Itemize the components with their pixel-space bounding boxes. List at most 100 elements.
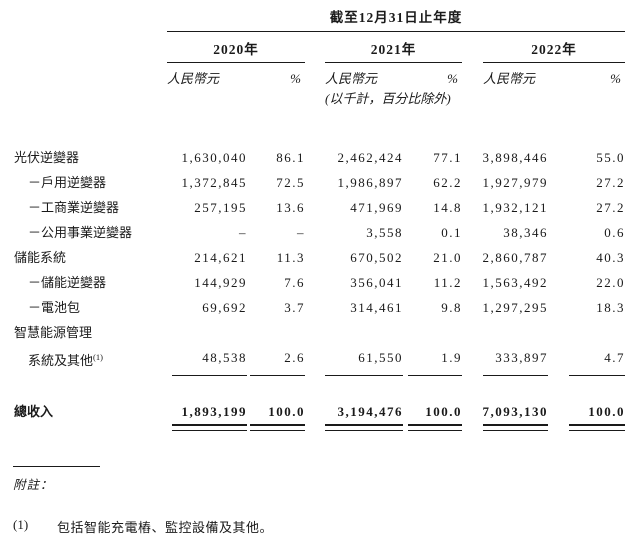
currency-label-2022: 人民幣元 [483, 71, 536, 86]
double-rule-line [569, 424, 625, 431]
row-label: －戶用逆變器 [28, 175, 107, 190]
table-row: 智慧能源管理 [14, 320, 634, 345]
double-rule-line [250, 424, 305, 431]
year-2022-header: 2022年 [483, 32, 625, 63]
cell-2021-pct: 9.8 [441, 300, 462, 315]
cell-2022-pct: 4.7 [604, 350, 625, 365]
rule-line [250, 375, 305, 376]
cell-2021-pct: 11.2 [433, 275, 462, 290]
cell-2021-amount: 670,502 [350, 250, 403, 265]
cell-2022-pct: 55.0 [596, 150, 625, 165]
cell-2022-amount: 1,932,121 [482, 200, 548, 215]
total-2022-amount: 7,093,130 [482, 404, 548, 419]
footnotes-title: 附註： [13, 478, 54, 492]
cell-2020-amount: 214,621 [194, 250, 247, 265]
cell-2021-amount: 3,558 [366, 225, 403, 240]
cell-2021-amount: 61,550 [358, 350, 403, 365]
rule-line [408, 375, 462, 376]
table-row: 儲能系統 214,621 11.3 670,502 21.0 2,860,787… [14, 245, 634, 270]
cell-2021-amount: 356,041 [350, 275, 403, 290]
row-label: 儲能系統 [14, 250, 67, 265]
table-body: 光伏逆變器 1,630,040 86.1 2,462,424 77.1 3,89… [0, 145, 634, 433]
cell-2020-pct: – [297, 225, 305, 240]
cell-2022-pct: 27.2 [596, 175, 625, 190]
year-header-row: 2020年 2021年 2022年 [14, 32, 634, 63]
cell-2022-pct: 0.6 [604, 225, 625, 240]
cell-2021-pct: 14.8 [433, 200, 462, 215]
total-2020-amount: 1,893,199 [181, 404, 247, 419]
total-2022-pct: 100.0 [588, 404, 625, 419]
cell-2022-pct: 18.3 [596, 300, 625, 315]
row-label: －儲能逆變器 [28, 275, 107, 290]
table-row: －工商業逆變器 257,195 13.6 471,969 14.8 1,932,… [14, 195, 634, 220]
cell-2020-amount: 69,692 [202, 300, 247, 315]
cell-2020-amount: 48,538 [202, 350, 247, 365]
cell-2021-amount: 314,461 [350, 300, 403, 315]
cell-2022-pct: 22.0 [596, 275, 625, 290]
footnote-divider [13, 466, 100, 467]
cell-2021-pct: 21.0 [433, 250, 462, 265]
footnote-reference: (1) [93, 352, 103, 362]
cell-2020-amount: 257,195 [194, 200, 247, 215]
double-rule-line [325, 424, 403, 431]
cell-2020-amount: 1,630,040 [181, 150, 247, 165]
cell-2022-amount: 333,897 [495, 350, 548, 365]
column-subheader-row: 人民幣元 % 人民幣元 % 人民幣元 % [14, 63, 634, 87]
row-label: 智慧能源管理 [14, 325, 93, 340]
cell-2021-amount: 2,462,424 [337, 150, 403, 165]
cell-2020-pct: 13.6 [276, 200, 305, 215]
row-label: －電池包 [28, 300, 81, 315]
year-2020-header: 2020年 [167, 32, 305, 63]
cell-2021-amount: 471,969 [350, 200, 403, 215]
cell-2020-pct: 2.6 [284, 350, 305, 365]
rule-line [325, 375, 403, 376]
cell-2020-amount: 1,372,845 [181, 175, 247, 190]
cell-2021-pct: 0.1 [441, 225, 462, 240]
period-header-row: 截至12月31日止年度 [14, 6, 634, 32]
cell-2021-pct: 1.9 [441, 350, 462, 365]
cell-2020-amount: – [239, 225, 247, 240]
cell-2022-amount: 1,563,492 [482, 275, 548, 290]
table-row: 系統及其他(1) 48,538 2.6 61,550 1.9 333,897 4… [14, 345, 634, 370]
cell-2022-amount: 2,860,787 [482, 250, 548, 265]
table-row: －戶用逆變器 1,372,845 72.5 1,986,897 62.2 1,9… [14, 170, 634, 195]
rule-line [172, 375, 247, 376]
cell-2022-amount: 3,898,446 [482, 150, 548, 165]
table-row: －電池包 69,692 3.7 314,461 9.8 1,297,295 18… [14, 295, 634, 320]
footnote-text: 包括智能充電樁、監控設備及其他。 [57, 520, 274, 535]
rule-line [483, 375, 548, 376]
total-double-rule-row [14, 424, 634, 433]
table-row: －公用事業逆變器 – – 3,558 0.1 38,346 0.6 [14, 220, 634, 245]
cell-2021-amount: 1,986,897 [337, 175, 403, 190]
cell-2022-amount: 1,297,295 [482, 300, 548, 315]
table-row: 光伏逆變器 1,630,040 86.1 2,462,424 77.1 3,89… [14, 145, 634, 170]
cell-2022-pct: 40.3 [596, 250, 625, 265]
row-label: 光伏逆變器 [14, 150, 80, 165]
total-2021-pct: 100.0 [425, 404, 462, 419]
cell-2020-pct: 11.3 [276, 250, 305, 265]
period-header: 截至12月31日止年度 [167, 6, 625, 32]
total-label: 總收入 [14, 404, 54, 419]
cell-2022-amount: 1,927,979 [482, 175, 548, 190]
cell-2020-pct: 3.7 [284, 300, 305, 315]
row-label: －公用事業逆變器 [28, 225, 133, 240]
double-rule-line [408, 424, 462, 431]
cell-2021-pct: 62.2 [433, 175, 462, 190]
double-rule-line [483, 424, 548, 431]
row-label: 系統及其他(1) [28, 352, 103, 368]
footnote-item: (1) 包括智能充電樁、監控設備及其他。 [13, 517, 634, 536]
cell-2020-amount: 144,929 [194, 275, 247, 290]
table-row: －儲能逆變器 144,929 7.6 356,041 11.2 1,563,49… [14, 270, 634, 295]
row-label: －工商業逆變器 [28, 200, 120, 215]
cell-2020-pct: 72.5 [276, 175, 305, 190]
total-row: 總收入 1,893,199 100.0 3,194,476 100.0 7,09… [14, 399, 634, 424]
rule-line [569, 375, 625, 376]
footnote-marker: (1) [13, 517, 29, 532]
unit-note: (以千計，百分比除外) [325, 91, 451, 106]
cell-2020-pct: 86.1 [276, 150, 305, 165]
cell-2022-pct: 27.2 [596, 200, 625, 215]
currency-label-2021: 人民幣元 [325, 71, 378, 86]
cell-2020-pct: 7.6 [284, 275, 305, 290]
cell-2021-pct: 77.1 [433, 150, 462, 165]
